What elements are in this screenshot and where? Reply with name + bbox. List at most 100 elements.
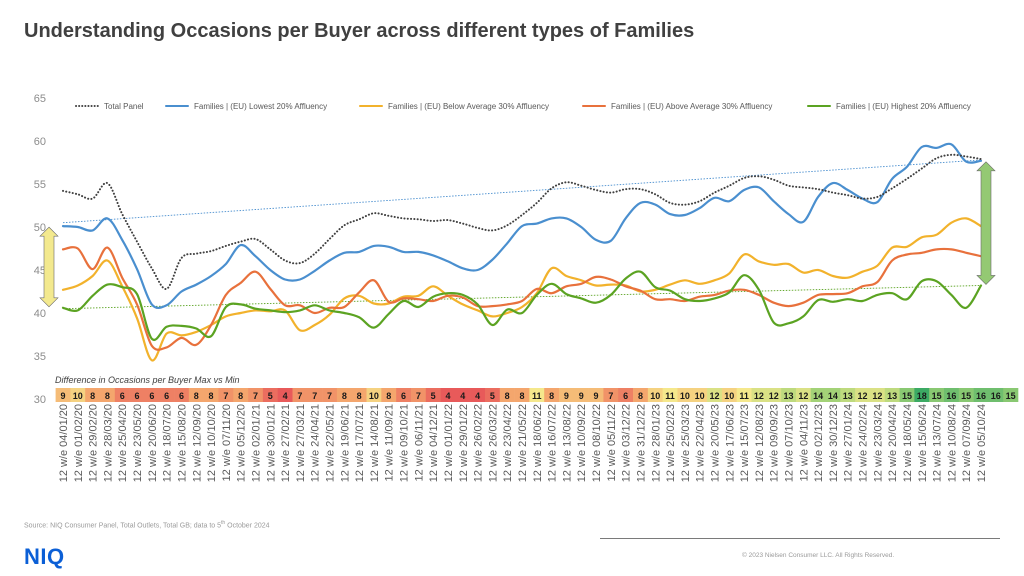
difference-value: 6 (164, 391, 169, 401)
x-tick-label: 12 w/e 15/06/24 (917, 404, 929, 482)
difference-cell (721, 388, 737, 402)
difference-cell (677, 388, 693, 402)
x-tick-label: 12 w/e 26/02/22 (473, 404, 485, 482)
legend-label: Total Panel (104, 102, 144, 111)
difference-cell (795, 388, 812, 402)
trendline (62, 159, 982, 224)
difference-value: 13 (887, 391, 897, 401)
difference-cell (647, 388, 663, 402)
x-tick-label: 12 w/e 30/12/23 (828, 404, 840, 482)
copyright-note: © 2023 Nielsen Consumer LLC. All Rights … (742, 552, 895, 559)
series-line (61, 246, 983, 351)
difference-cell (958, 388, 974, 402)
difference-value: 15 (902, 391, 912, 401)
y-tick-label: 50 (34, 222, 46, 234)
x-tick-label: 12 w/e 18/05/24 (902, 404, 914, 482)
y-tick-label: 40 (34, 308, 46, 320)
difference-cell (1003, 388, 1019, 402)
difference-value: 7 (223, 391, 228, 401)
difference-cell (662, 388, 678, 402)
difference-value: 14 (828, 391, 838, 401)
difference-label: Difference in Occasions per Buyer Max vs… (55, 375, 240, 385)
difference-cell (351, 388, 367, 402)
difference-cell (973, 388, 989, 402)
difference-value: 11 (532, 391, 542, 401)
x-tick-label: 12 w/e 03/12/22 (621, 404, 633, 482)
difference-cell (159, 388, 175, 402)
x-tick-label: 12 w/e 23/05/20 (132, 404, 144, 482)
source-text: Source: NIQ Consumer Panel, Total Outlet… (24, 522, 222, 530)
difference-cell (85, 388, 101, 402)
series-line (61, 142, 983, 309)
difference-value: 12 (754, 391, 764, 401)
difference-cell (529, 388, 545, 402)
x-tick-label: 12 w/e 02/01/21 (250, 404, 262, 482)
difference-cell (262, 388, 278, 402)
difference-value: 8 (105, 391, 110, 401)
difference-value: 7 (327, 391, 332, 401)
x-tick-label: 12 w/e 05/10/24 (976, 404, 988, 482)
difference-value: 18 (917, 391, 927, 401)
x-tick-label: 12 w/e 25/04/20 (117, 404, 129, 482)
x-tick-label: 12 w/e 27/03/21 (295, 404, 307, 482)
legend-label: Families | (EU) Lowest 20% Affluency (194, 102, 327, 111)
difference-cell (322, 388, 338, 402)
difference-value: 16 (991, 391, 1001, 401)
difference-cell (233, 388, 249, 402)
difference-value: 8 (519, 391, 524, 401)
difference-cell (203, 388, 219, 402)
difference-value: 7 (253, 391, 258, 401)
source-superscript: th (221, 520, 226, 526)
source-note: Source: NIQ Consumer Panel, Total Outlet… (24, 520, 270, 529)
x-tick-label: 12 w/e 20/06/20 (147, 404, 159, 482)
x-tick-label: 12 w/e 10/09/22 (576, 404, 588, 482)
difference-cell (188, 388, 204, 402)
difference-cell (277, 388, 293, 402)
difference-value: 10 (650, 391, 660, 401)
difference-value: 7 (608, 391, 613, 401)
legend-label: Families | (EU) Highest 20% Affluency (836, 102, 971, 111)
difference-cell (618, 388, 634, 402)
difference-value: 16 (976, 391, 986, 401)
x-tick-label: 12 w/e 17/06/23 (724, 404, 736, 482)
difference-cell (425, 388, 441, 402)
y-tick-label: 45 (34, 265, 46, 277)
difference-value: 11 (665, 391, 675, 401)
difference-value: 7 (312, 391, 317, 401)
x-tick-label: 12 w/e 21/05/22 (517, 404, 529, 482)
x-tick-label: 12 w/e 17/07/21 (354, 404, 366, 482)
difference-value: 9 (564, 391, 569, 401)
x-tick-label: 12 w/e 12/09/20 (191, 404, 203, 482)
x-tick-label: 12 w/e 15/07/23 (739, 404, 751, 482)
y-tick-label: 60 (34, 136, 46, 148)
x-tick-label: 12 w/e 30/01/21 (265, 404, 277, 482)
difference-value: 12 (872, 391, 882, 401)
series-line (61, 270, 983, 342)
difference-cell (603, 388, 619, 402)
difference-cell (396, 388, 412, 402)
x-tick-label: 12 w/e 10/10/20 (206, 404, 218, 482)
difference-cell (573, 388, 589, 402)
difference-cell (100, 388, 116, 402)
niq-logo: NIQ (24, 544, 65, 569)
x-tick-label: 12 w/e 31/12/22 (635, 404, 647, 482)
difference-cell (440, 388, 456, 402)
difference-value: 4 (475, 391, 480, 401)
difference-value: 13 (784, 391, 794, 401)
difference-cell (70, 388, 86, 402)
difference-value: 6 (179, 391, 184, 401)
x-tick-label: 12 w/e 27/01/24 (843, 404, 855, 482)
x-tick-label: 12 w/e 02/12/23 (813, 404, 825, 482)
x-tick-label: 12 w/e 22/04/23 (695, 404, 707, 482)
difference-cell (707, 388, 723, 402)
difference-cell (484, 388, 501, 402)
difference-cell (455, 388, 471, 402)
x-tick-label: 12 w/e 25/03/23 (680, 404, 692, 482)
x-tick-label: 12 w/e 29/01/22 (458, 404, 470, 482)
x-tick-label: 12 w/e 18/07/20 (162, 404, 174, 482)
range-arrow (39, 226, 59, 308)
difference-value: 6 (149, 391, 154, 401)
difference-cell (692, 388, 708, 402)
difference-value: 11 (739, 391, 749, 401)
